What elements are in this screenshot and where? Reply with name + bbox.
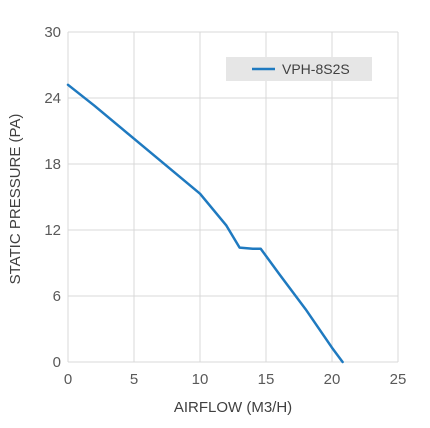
series-line [66, 83, 344, 364]
x-tick-label: 25 [390, 371, 407, 388]
legend-label: VPH-8S2S [282, 61, 350, 77]
y-tick-label: 30 [44, 24, 61, 41]
y-tick-label: 24 [44, 90, 61, 107]
y-tick-label: 0 [53, 354, 61, 371]
x-axis-title: AIRFLOW (M3/H) [174, 399, 292, 416]
y-axis-title: STATIC PRESSURE (PA) [7, 114, 24, 285]
x-tick-label: 10 [192, 371, 209, 388]
x-tick-label: 5 [130, 371, 138, 388]
series-layer [66, 83, 344, 364]
legend: VPH-8S2S [226, 57, 372, 81]
y-tick-label: 12 [44, 222, 61, 239]
x-tick-label: 20 [324, 371, 341, 388]
y-tick-label: 18 [44, 156, 61, 173]
x-axis-ticks: 0 5 10 15 20 25 [64, 371, 407, 388]
x-tick-label: 0 [64, 371, 72, 388]
grid [67, 31, 399, 363]
legend-box [226, 57, 372, 81]
x-tick-label: 15 [258, 371, 275, 388]
y-tick-label: 6 [53, 288, 61, 305]
y-axis-ticks: 0 6 12 18 24 30 [44, 24, 61, 371]
